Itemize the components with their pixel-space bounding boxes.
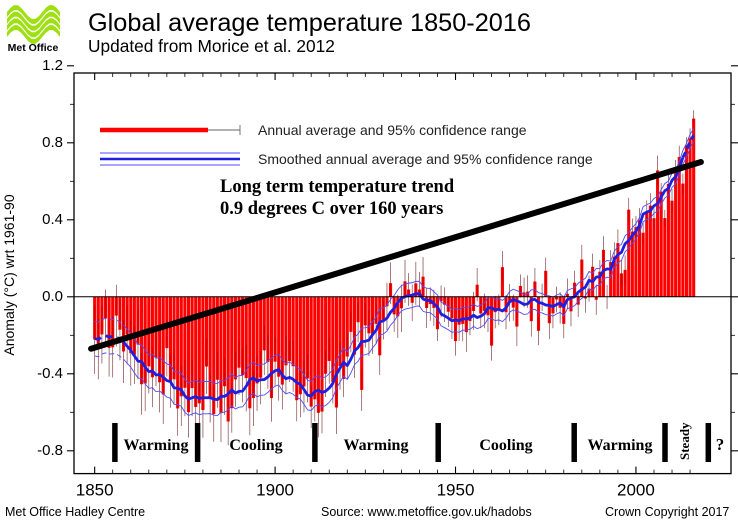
svg-text:Met Office Hadley Centre: Met Office Hadley Centre — [5, 505, 145, 519]
svg-text:1850: 1850 — [76, 481, 114, 500]
svg-text:Cooling: Cooling — [479, 437, 532, 454]
svg-text:1950: 1950 — [437, 481, 475, 500]
svg-text:Global average temperature 185: Global average temperature 1850-2016 — [88, 9, 531, 37]
svg-text:Cooling: Cooling — [229, 437, 282, 454]
svg-text:Steady: Steady — [677, 422, 692, 460]
svg-text:0.0: 0.0 — [42, 288, 63, 305]
svg-text:Annual average and 95% confide: Annual average and 95% confidence range — [258, 122, 527, 138]
svg-text:1.2: 1.2 — [42, 57, 63, 74]
svg-text:Anomaly (°C) wrt 1961-90: Anomaly (°C) wrt 1961-90 — [1, 194, 17, 355]
svg-text:Smoothed annual average and 95: Smoothed annual average and 95% confiden… — [258, 151, 593, 167]
svg-text:Warming: Warming — [588, 437, 653, 454]
svg-text:2000: 2000 — [617, 481, 655, 500]
svg-text:Updated from Morice et al. 201: Updated from Morice et al. 2012 — [88, 36, 335, 56]
svg-text:1900: 1900 — [256, 481, 294, 500]
svg-text:Met Office: Met Office — [8, 42, 59, 54]
svg-text:Warming: Warming — [344, 437, 409, 454]
svg-text:Long term temperature trend: Long term temperature trend — [220, 177, 455, 197]
svg-text:-0.8: -0.8 — [37, 442, 63, 459]
svg-text:0.8: 0.8 — [42, 134, 63, 151]
svg-text:Source: www.metoffice.gov.uk/h: Source: www.metoffice.gov.uk/hadobs — [321, 505, 532, 519]
svg-text:0.4: 0.4 — [42, 211, 63, 228]
svg-text:?: ? — [716, 435, 725, 454]
svg-text:Crown Copyright 2017: Crown Copyright 2017 — [605, 505, 729, 519]
svg-text:Warming: Warming — [124, 437, 189, 454]
svg-text:-0.4: -0.4 — [37, 365, 63, 382]
svg-text:0.9 degrees C over 160 years: 0.9 degrees C over 160 years — [220, 199, 443, 219]
